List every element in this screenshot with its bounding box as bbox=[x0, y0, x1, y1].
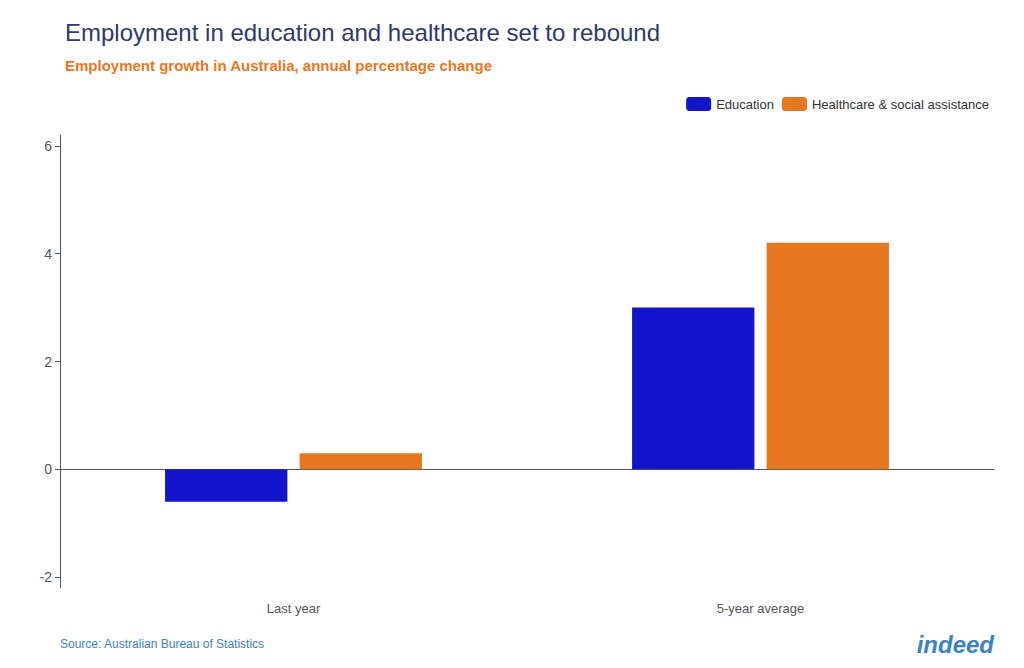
svg-text:6: 6 bbox=[44, 138, 52, 154]
svg-text:Employment growth in Australia: Employment growth in Australia, annual p… bbox=[65, 57, 492, 74]
svg-text:Education: Education bbox=[716, 97, 774, 112]
svg-text:Employment in education and he: Employment in education and healthcare s… bbox=[65, 19, 660, 46]
svg-text:0: 0 bbox=[44, 461, 52, 477]
svg-text:-2: -2 bbox=[40, 569, 53, 585]
svg-text:2: 2 bbox=[44, 354, 52, 370]
svg-text:indeed: indeed bbox=[917, 631, 996, 658]
svg-text:Source: Australian Bureau of S: Source: Australian Bureau of Statistics bbox=[60, 637, 264, 651]
svg-text:5-year average: 5-year average bbox=[717, 601, 804, 616]
svg-text:Healthcare & social assistance: Healthcare & social assistance bbox=[812, 97, 989, 112]
svg-text:4: 4 bbox=[44, 246, 52, 262]
svg-text:Last year: Last year bbox=[267, 601, 321, 616]
